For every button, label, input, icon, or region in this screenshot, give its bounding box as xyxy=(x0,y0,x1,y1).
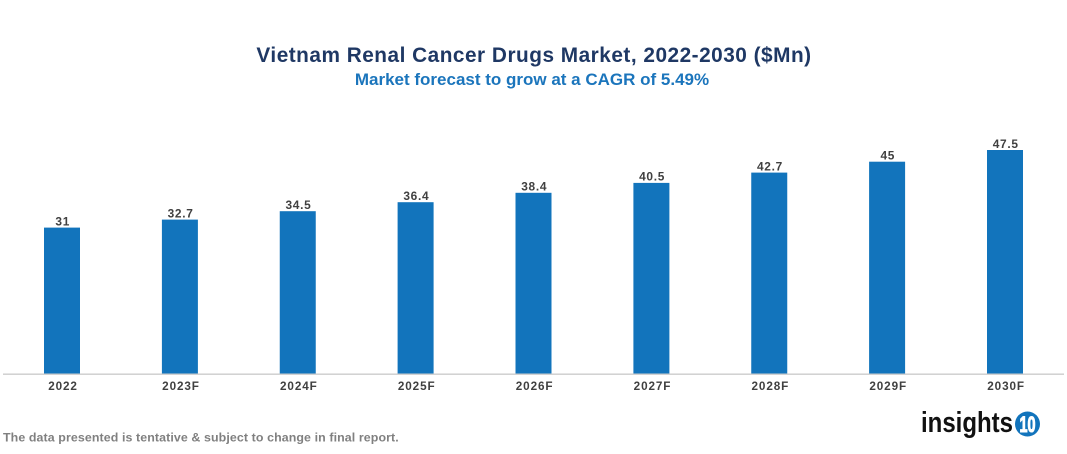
svg-text:2024F: 2024F xyxy=(280,380,318,393)
svg-text:40.5: 40.5 xyxy=(639,170,665,184)
svg-text:36.4: 36.4 xyxy=(403,189,429,203)
svg-text:2025F: 2025F xyxy=(398,380,436,393)
svg-text:2023F: 2023F xyxy=(162,380,200,393)
svg-text:34.5: 34.5 xyxy=(285,198,311,212)
svg-text:2030F: 2030F xyxy=(987,380,1025,393)
svg-text:2026F: 2026F xyxy=(516,380,554,393)
svg-text:47.5: 47.5 xyxy=(993,137,1019,151)
svg-text:Market forecast to grow at a C: Market forecast to grow at a CAGR of 5.4… xyxy=(355,70,709,89)
svg-text:38.4: 38.4 xyxy=(521,180,547,194)
svg-text:2022: 2022 xyxy=(48,380,78,393)
svg-text:10: 10 xyxy=(1020,412,1036,437)
svg-text:31: 31 xyxy=(55,214,70,228)
svg-text:42.7: 42.7 xyxy=(757,159,783,173)
svg-text:Vietnam Renal Cancer Drugs Mar: Vietnam Renal Cancer Drugs Market, 2022-… xyxy=(256,44,811,67)
svg-text:insights: insights xyxy=(921,407,1013,439)
svg-text:2027F: 2027F xyxy=(634,380,672,393)
svg-text:The data presented is tentativ: The data presented is tentative & subjec… xyxy=(3,431,399,445)
svg-text:2029F: 2029F xyxy=(869,380,907,393)
svg-text:45: 45 xyxy=(880,148,895,162)
svg-text:2028F: 2028F xyxy=(752,380,790,393)
svg-text:32.7: 32.7 xyxy=(168,206,194,220)
